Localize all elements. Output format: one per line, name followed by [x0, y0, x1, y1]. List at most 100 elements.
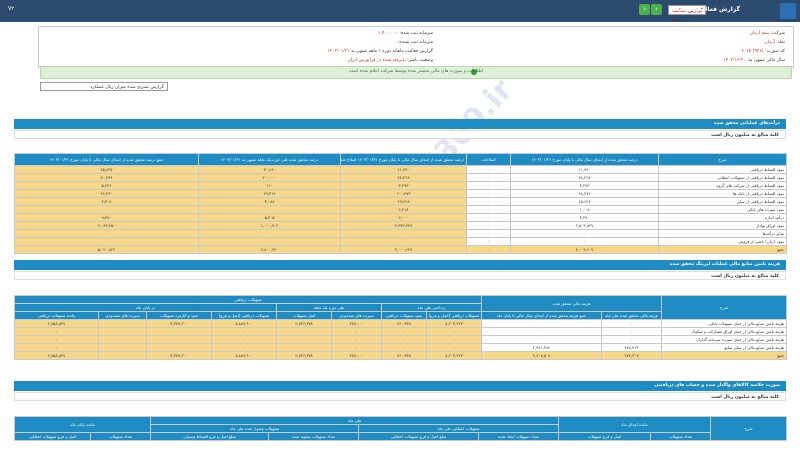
- s3-closing: مانده پایان ماه: [14, 416, 151, 433]
- table-cell: ۰: [198, 205, 341, 214]
- table-cell: ۲,۷۵۸,۸۴۷: [13, 319, 100, 328]
- table-cell: ۰: [276, 343, 333, 352]
- receivables-table: شرح مانده ابتدای ماه طی ماه مانده پایان …: [14, 416, 788, 441]
- s3-col-desc: شرح: [710, 416, 788, 441]
- table-cell: ۳,۰۸۸: [198, 197, 341, 206]
- unregistered-capital-row: سرمایه ثبت نشده: ۰: [394, 40, 433, 45]
- table-cell: ۰: [466, 165, 511, 174]
- table-cell: سود اقساط دریافتی از سایر: [658, 197, 787, 206]
- table-cell: ۰: [466, 197, 511, 206]
- group-financing-cost: هزینه مالی محقق شده: [481, 295, 663, 312]
- table-cell: ۸,۲۰۳,۳۶۳: [426, 351, 483, 360]
- table-cell: ۰: [331, 335, 383, 344]
- table-row: هزینه تامین منابع مالی از محل تسهیلات با…: [13, 319, 788, 328]
- table-row: سود اقساط دریافتی از شرکت های گروه ۳,۴۷۳ ۰…: [14, 181, 787, 190]
- version-label: V۲: [8, 6, 15, 12]
- prev-arrow-button[interactable]: ›: [639, 4, 650, 15]
- company-info-box: شرکت: بیمه آرمان نماد: آرمان کد صورت: (۹…: [38, 26, 794, 68]
- table-cell: ۰: [426, 335, 483, 344]
- table-cell: ۰: [98, 335, 148, 344]
- table-cell: ۲۰۰,۰۰۰: [198, 173, 341, 182]
- report-type-select[interactable]: گزارش فعالیت ▾: [668, 5, 706, 24]
- s3-h-collected-amount: مبلغ اصل و فرع اقساط وصولی: [150, 432, 269, 441]
- table-cell: ۰: [98, 351, 148, 360]
- table-cell: ۰: [14, 205, 199, 214]
- table-cell: ۲,۶۰۷,۵۰۷: [481, 351, 603, 360]
- table-cell: جمع: [658, 245, 787, 254]
- explanation-link[interactable]: گزارش تشریح شده میزان ریال عملکرد: [40, 82, 168, 91]
- table-cell: ۳,۴۷۳: [510, 181, 659, 190]
- table-cell: ۳۸۷,۰۰۰: [331, 319, 383, 328]
- table-cell: ۲,۰۰۴,۶۰۷: [510, 245, 659, 254]
- table-header-cell: سود و کارمزد تسهیلات: [146, 311, 213, 320]
- table-cell: ۲,۰۸۳,۴۵۰: [14, 221, 199, 230]
- s3-during: طی ماه: [150, 416, 559, 425]
- section3-title: صورت خلاصه کالاهای واگذار شده و حساب های…: [14, 381, 786, 391]
- table-cell: سود اوراق بهادار: [658, 221, 787, 230]
- table-cell: ۸,۸۸۷,۹۰۰: [211, 319, 278, 328]
- table-cell: ۵,۶۲۶: [14, 181, 199, 190]
- period-row: سال مالی منتهی به: ۱۴۰۳/۱۲/۳۰: [723, 58, 785, 63]
- s3-h-count: تعداد تسهیلات: [650, 432, 712, 441]
- table-cell: ۰: [98, 319, 148, 328]
- table-header-cell: درصد محقق شده از ابتدای سال مالی تا پایا…: [340, 153, 467, 166]
- page-title: گزارش فعالیت ماهانه: [675, 6, 740, 13]
- table-cell: ۳۸۷,۰۰۰: [331, 351, 383, 360]
- table-cell: ۰: [331, 327, 383, 336]
- table-cell: ۵,۰۲۰,۸۲۴: [14, 245, 199, 254]
- table-cell: ۰: [98, 327, 148, 336]
- next-arrow-button[interactable]: ‹: [651, 4, 662, 15]
- table-cell: ۰: [466, 173, 511, 182]
- table-row: جمع ۴۷۴,۳۰۷ ۲,۶۰۷,۵۰۷ ۸,۲۰۳,۳۶۳ ۳۶۰,۳۳۸ ۳۸۷,۰…: [13, 351, 788, 360]
- table-cell: ۳,۰۰۰,۶۲۷: [340, 245, 467, 254]
- s3-h-granted-amount: مبلغ اصل و فرع تسهیلات اعطایی: [358, 432, 479, 441]
- table-header-cell: هزینه مالی محقق شده طی ماه: [601, 311, 663, 320]
- table-cell: ۱۱۰: [198, 181, 341, 190]
- table-cell: ۶,۲۱۸: [340, 205, 467, 214]
- table-row: هزینه تامین منابع مالی از محل سپرده سرما…: [13, 335, 788, 344]
- table-cell: ۰: [98, 343, 148, 352]
- table-cell: ۸,۲۰۳,۳۶۳: [426, 319, 483, 328]
- section1-title: درآمدهای عملیاتی محقق شده: [14, 119, 786, 129]
- table-row: هزینه تامین منابع مالی از سایر منابع ۳۷۸,…: [13, 343, 788, 352]
- table-cell: هزینه تامین منابع مالی از محل تسهیلات با…: [661, 319, 788, 328]
- table-cell: ۴۸,۲۲۸: [510, 173, 659, 182]
- status-row: وضعیت ناشر: پذیرفته شده در فرابورس ایران: [347, 58, 433, 63]
- table-cell: ۰: [276, 335, 333, 344]
- table-header-cell: جمع درصد محقق شده از ابتدای سال مالی تا …: [14, 153, 199, 166]
- table-cell: ۲,۳۸۶,۳۸۲: [481, 343, 603, 352]
- table-cell: ۰: [481, 335, 603, 344]
- table-cell: ۴۷۴,۳۰۷: [601, 351, 663, 360]
- table-header-cell: درصد محقق شده طی دوره یک ماهه منتهی به ۱…: [198, 153, 341, 166]
- table-header-cell: سپرده های مسدودی: [331, 311, 383, 320]
- table-cell: ۰: [466, 229, 511, 238]
- table-cell: ۰: [601, 327, 663, 336]
- table-cell: ۶۹,۶۲۸: [340, 197, 467, 206]
- s3-granted: تسهیلات اعطایی طی ماه: [358, 424, 559, 433]
- table-cell: ۰: [211, 343, 278, 352]
- table-row: سایر درآمدها ۰ ۰ ۰ ۰ ۰: [14, 229, 787, 238]
- table-cell: ۰: [601, 319, 663, 328]
- table-cell: ۴۵,۸۳۷: [14, 165, 199, 174]
- table-cell: ۰: [426, 327, 483, 336]
- table-row: سود اقساط دریافتی از بانک ها ۶۸,۲۷۴ ۰ ۱۰۰,۴…: [14, 189, 787, 198]
- table-cell: ۸,۸۸۷,۹۰۰: [211, 351, 278, 360]
- code-row: کد صورت: (۹۳۸) ۲۰۲۵: [741, 49, 785, 54]
- table-cell: سود سپرده های بانکی: [658, 205, 787, 214]
- table-cell: سود اقساط دریافتی: [658, 165, 787, 174]
- table-cell: ۳۶۰,۳۳۸: [381, 351, 428, 360]
- table-cell: ۲,۷۵۸,۸۴۷: [13, 351, 100, 360]
- table-cell: ۰: [211, 335, 278, 344]
- table-cell: ۱,۰۰۰,۷۰۲: [198, 221, 341, 230]
- table-header-cell: درصد محقق شده از ابتدای سال مالی تا پایا…: [510, 153, 659, 166]
- codal-logo-icon: [780, 3, 796, 19]
- info-icon: [471, 69, 477, 75]
- revenue-table: شرح درصد محقق شده از ابتدای سال مالی تا پ…: [14, 153, 787, 254]
- table-cell: ۳۷۸,۴۲۳: [601, 343, 663, 352]
- symbol-row: نماد: آرمان: [764, 40, 785, 45]
- table-cell: ۲۶,۴۳۰: [14, 189, 199, 198]
- table-cell: ۰: [481, 327, 603, 336]
- table-cell: ۰: [276, 327, 333, 336]
- s3-opening: مانده ابتدای ماه: [557, 416, 712, 433]
- table-cell: ۸۰,۲۳۶: [14, 173, 199, 182]
